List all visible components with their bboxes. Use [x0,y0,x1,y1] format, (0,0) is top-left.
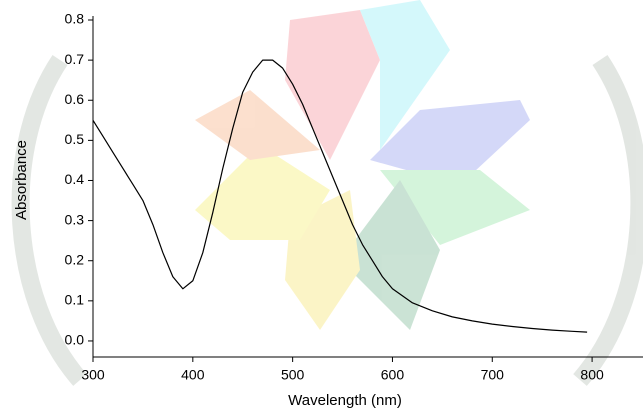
y-tick-label: 0.7 [65,51,85,67]
x-tick-label: 300 [81,367,105,383]
y-tick-label: 0.1 [65,292,85,308]
y-tick-label: 0.6 [65,91,85,107]
y-axis-title: Absorbance [13,140,30,220]
y-tick-label: 0.8 [65,11,85,27]
watermark [11,0,643,386]
data-line [92,59,588,333]
x-tick-label: 500 [281,367,305,383]
x-tick-label: 700 [481,367,505,383]
y-tick-label: 0.5 [65,131,85,147]
x-tick-label: 800 [580,367,604,383]
y-tick-label: 0.0 [65,332,85,348]
x-axis-title: Wavelength (nm) [288,392,402,409]
y-tick-label: 0.2 [65,251,85,267]
x-tick-label: 400 [181,367,205,383]
y-tick-label: 0.3 [65,211,85,227]
x-tick-label: 600 [381,367,405,383]
y-tick-label: 0.4 [65,171,85,187]
